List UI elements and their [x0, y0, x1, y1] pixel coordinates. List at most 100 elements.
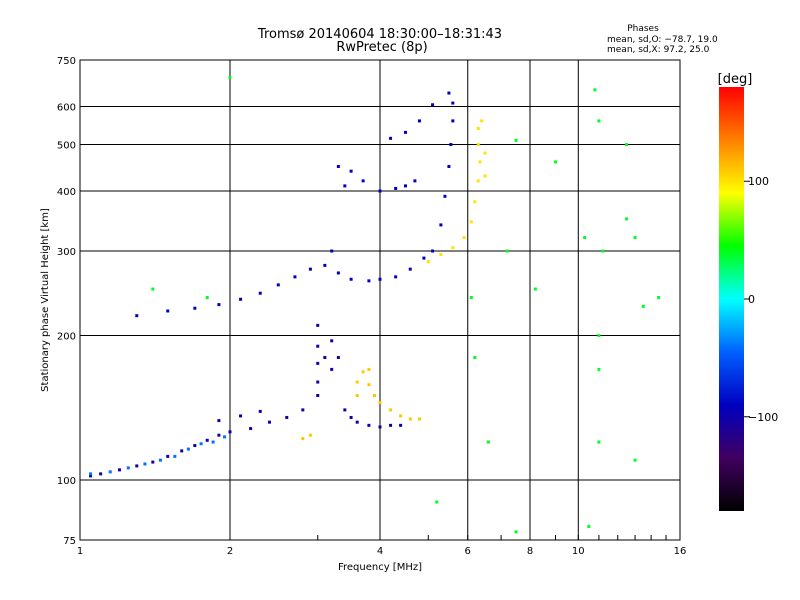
data-point-s3 [293, 275, 297, 279]
y-tick-label: 600 [57, 103, 76, 114]
data-point-s5 [625, 143, 629, 147]
x-tick-label: 8 [527, 546, 533, 557]
data-point-s3 [443, 194, 447, 198]
data-point-s5 [505, 249, 509, 253]
data-point-s3 [330, 249, 334, 253]
data-point-s3 [413, 179, 417, 183]
data-point-s0 [323, 355, 327, 359]
data-point-s1 [158, 458, 162, 462]
points-layer [89, 75, 661, 534]
y-tick-label: 750 [57, 56, 76, 67]
data-point-s0 [135, 464, 139, 468]
data-point-s1 [186, 447, 190, 451]
y-axis-label: Stationary phase Virtual Height [km] [40, 208, 51, 392]
x-axis-label: Frequency [MHz] [338, 562, 422, 573]
data-point-s0 [99, 472, 103, 476]
data-point-s0 [355, 420, 359, 424]
data-point-s5 [633, 458, 637, 462]
data-point-s3 [403, 130, 407, 134]
data-point-s4 [426, 260, 430, 264]
data-point-s5 [435, 500, 439, 504]
data-point-s0 [117, 468, 121, 472]
data-point-s3 [349, 169, 353, 173]
data-point-s5 [228, 75, 232, 79]
data-point-s5 [514, 530, 518, 534]
data-point-s4 [478, 160, 482, 164]
data-point-s1 [211, 440, 215, 444]
data-point-s0 [301, 408, 305, 412]
data-point-s0 [316, 361, 320, 365]
x-tick-label: 4 [377, 546, 383, 557]
data-point-s0 [336, 355, 340, 359]
data-point-s4 [451, 246, 455, 250]
data-point-s4 [476, 126, 480, 130]
data-point-s2 [399, 414, 403, 418]
data-point-s3 [447, 164, 451, 168]
data-point-s5 [553, 160, 557, 164]
data-point-s3 [135, 314, 139, 318]
data-point-s3 [308, 267, 312, 271]
data-point-s5 [657, 296, 661, 300]
data-point-s0 [258, 409, 262, 413]
data-point-s3 [394, 275, 398, 279]
colorbar [719, 87, 744, 511]
data-point-s4 [480, 119, 484, 123]
data-point-s0 [378, 425, 382, 429]
data-point-s5 [583, 236, 587, 240]
data-point-s3 [389, 136, 393, 140]
data-point-s2 [301, 437, 305, 441]
x-tick-label: 16 [674, 546, 687, 557]
data-point-s0 [217, 419, 221, 423]
data-point-s5 [205, 296, 209, 300]
data-point-s2 [308, 433, 312, 437]
data-point-s5 [473, 355, 477, 359]
data-point-s4 [483, 174, 487, 178]
data-point-s5 [469, 296, 473, 300]
data-point-s2 [389, 408, 393, 412]
data-point-s3 [336, 164, 340, 168]
data-point-s5 [151, 287, 155, 291]
x-tick-label: 10 [572, 546, 585, 557]
data-point-s4 [476, 143, 480, 147]
data-point-s0 [316, 380, 320, 384]
data-point-s1 [108, 470, 112, 474]
data-point-s0 [367, 423, 371, 427]
data-point-s0 [330, 339, 334, 343]
data-point-s5 [593, 88, 597, 92]
data-point-s0 [228, 430, 232, 434]
data-point-s2 [408, 417, 412, 421]
y-tick-labels: 75 100 200 300 400 500 600 750 [57, 56, 76, 547]
data-point-s5 [597, 334, 601, 338]
plot-frame [79, 59, 681, 541]
data-point-s5 [601, 249, 605, 253]
data-point-s4 [439, 253, 443, 257]
x-tick-labels: 1 2 4 6 8 10 16 [77, 546, 687, 557]
grid-layer [79, 60, 681, 540]
data-point-s4 [476, 179, 480, 183]
x-tick-label: 1 [77, 546, 83, 557]
data-point-s3 [378, 277, 382, 281]
data-point-s5 [597, 119, 601, 123]
colorbar-tick-label: −100 [748, 411, 778, 424]
data-point-s3 [336, 271, 340, 275]
y-tick-label: 100 [57, 476, 76, 487]
data-point-s3 [361, 179, 365, 183]
data-point-s3 [449, 143, 453, 147]
data-point-s0 [330, 367, 334, 371]
colorbar-tick-label: 100 [748, 175, 769, 188]
data-point-s0 [205, 438, 209, 442]
data-point-s3 [451, 119, 455, 123]
y-tick-label: 300 [57, 247, 76, 258]
data-point-s3 [323, 263, 327, 267]
phase-box-line-o: mean, sd,O: −78.7, 19.0 [607, 35, 718, 45]
data-point-s3 [417, 119, 421, 123]
data-point-s3 [276, 283, 280, 287]
data-point-s3 [394, 186, 398, 190]
data-point-s0 [166, 454, 170, 458]
data-point-s3 [408, 267, 412, 271]
data-point-s2 [355, 380, 359, 384]
data-point-s5 [533, 287, 537, 291]
data-point-s5 [486, 440, 490, 444]
data-point-s2 [367, 367, 371, 371]
